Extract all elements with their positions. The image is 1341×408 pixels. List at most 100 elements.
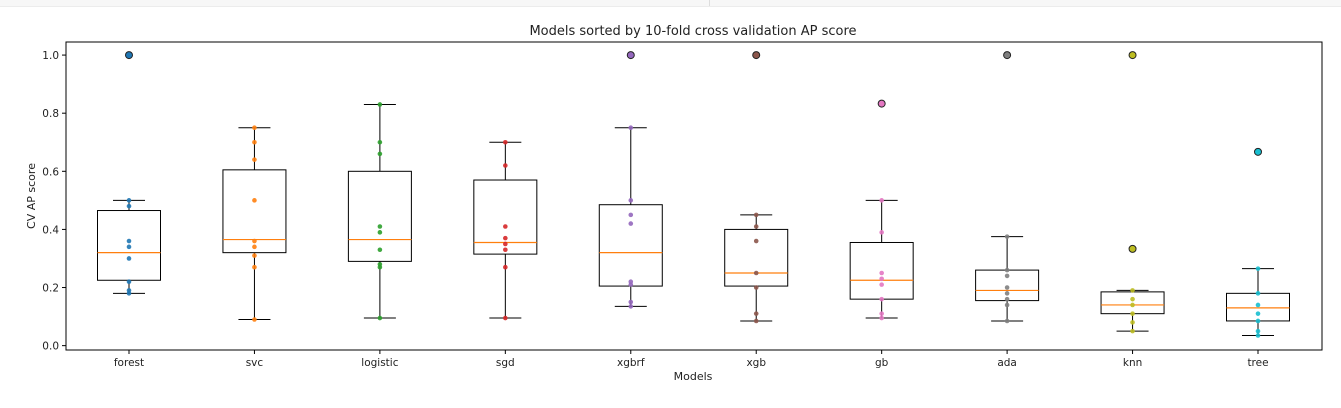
data-point (252, 198, 257, 203)
data-point (377, 261, 383, 267)
data-point (628, 198, 634, 203)
data-point (377, 224, 383, 229)
data-point (628, 299, 634, 305)
data-point (1255, 149, 1261, 155)
data-point (377, 230, 383, 235)
box-logistic (347, 170, 412, 262)
data-point (879, 282, 884, 287)
data-point (1255, 333, 1261, 338)
data-point (1255, 318, 1261, 324)
data-point (503, 247, 508, 253)
data-point (879, 311, 884, 316)
data-point (753, 318, 759, 324)
data-point (628, 52, 634, 58)
y-tick-label: 0.4 (42, 224, 59, 236)
data-point (1004, 291, 1010, 296)
data-point (879, 270, 884, 276)
data-point (252, 238, 257, 244)
data-point (126, 238, 132, 244)
y-tick-label: 1.0 (42, 50, 59, 62)
x-tick-label: xgb (746, 357, 766, 369)
data-point (126, 244, 132, 250)
data-point (1004, 296, 1010, 302)
data-point (1130, 52, 1135, 58)
chart-title: Models sorted by 10-fold cross validatio… (529, 24, 856, 39)
box-svc (222, 169, 287, 254)
x-tick-label: sgd (496, 357, 515, 369)
x-tick-label: tree (1247, 357, 1268, 369)
data-point (879, 276, 884, 282)
data-point (1130, 320, 1135, 325)
data-point (1004, 234, 1010, 239)
data-point (1004, 285, 1010, 290)
data-point (126, 203, 132, 209)
data-point (753, 224, 759, 229)
y-axis-label: CV AP score (25, 163, 38, 229)
data-point (1130, 311, 1135, 316)
box-sgd (473, 179, 538, 255)
data-point (252, 317, 257, 322)
data-point (879, 198, 884, 203)
data-point (1004, 302, 1010, 308)
notebook-divider (709, 0, 710, 6)
data-point (1004, 267, 1010, 273)
box-xgb (724, 228, 789, 287)
x-tick-label: gb (875, 357, 889, 369)
y-tick-label: 0.0 (42, 341, 59, 353)
data-point (1130, 296, 1135, 302)
data-point (1130, 302, 1135, 308)
x-axis-label: Models (674, 370, 713, 383)
data-point (377, 247, 383, 253)
plot-frame (65, 41, 1323, 351)
data-point (753, 311, 759, 316)
x-tick-label: logistic (361, 357, 398, 369)
data-point (628, 304, 634, 309)
data-point (126, 198, 132, 203)
x-tick-label: knn (1123, 357, 1142, 369)
data-point (126, 279, 132, 285)
data-point (377, 315, 383, 321)
data-point (1255, 328, 1261, 334)
data-point (1004, 52, 1010, 58)
data-point (503, 163, 508, 168)
data-point (126, 256, 132, 261)
data-point (1004, 318, 1010, 324)
data-point (377, 102, 383, 107)
data-point (753, 52, 759, 58)
data-point (503, 139, 508, 145)
data-point (377, 151, 383, 157)
x-tick-label: forest (114, 357, 144, 369)
data-point (126, 52, 132, 58)
data-point (126, 288, 132, 293)
y-tick-label: 0.6 (42, 166, 59, 178)
data-point (1255, 266, 1261, 271)
data-point (252, 264, 257, 270)
data-point (252, 139, 257, 145)
data-point (1130, 288, 1135, 293)
data-point (879, 101, 884, 106)
y-tick-label: 0.8 (42, 108, 59, 120)
data-point (1255, 291, 1261, 296)
plot-area: 0.0 0.2 0.4 0.6 0.8 1.0 forest svc logistic sgd xg… (42, 41, 1323, 369)
data-point (1255, 311, 1261, 316)
data-point (377, 139, 383, 145)
data-point (879, 315, 884, 321)
x-tick-label: xgbrf (617, 357, 645, 369)
data-point (753, 212, 759, 218)
data-point (753, 270, 759, 276)
data-point (252, 253, 257, 258)
notebook-top-strip (0, 0, 1341, 7)
data-point (1130, 328, 1135, 334)
data-point (1130, 246, 1135, 252)
x-tick-label: svc (246, 357, 264, 369)
data-point (252, 244, 257, 250)
data-point (503, 235, 508, 241)
y-tick-label: 0.2 (42, 283, 59, 295)
x-tick-label: ada (997, 357, 1017, 369)
data-point (503, 315, 508, 321)
data-point (1004, 273, 1010, 279)
data-point (628, 221, 634, 226)
data-point (753, 238, 759, 244)
data-point (252, 125, 257, 131)
